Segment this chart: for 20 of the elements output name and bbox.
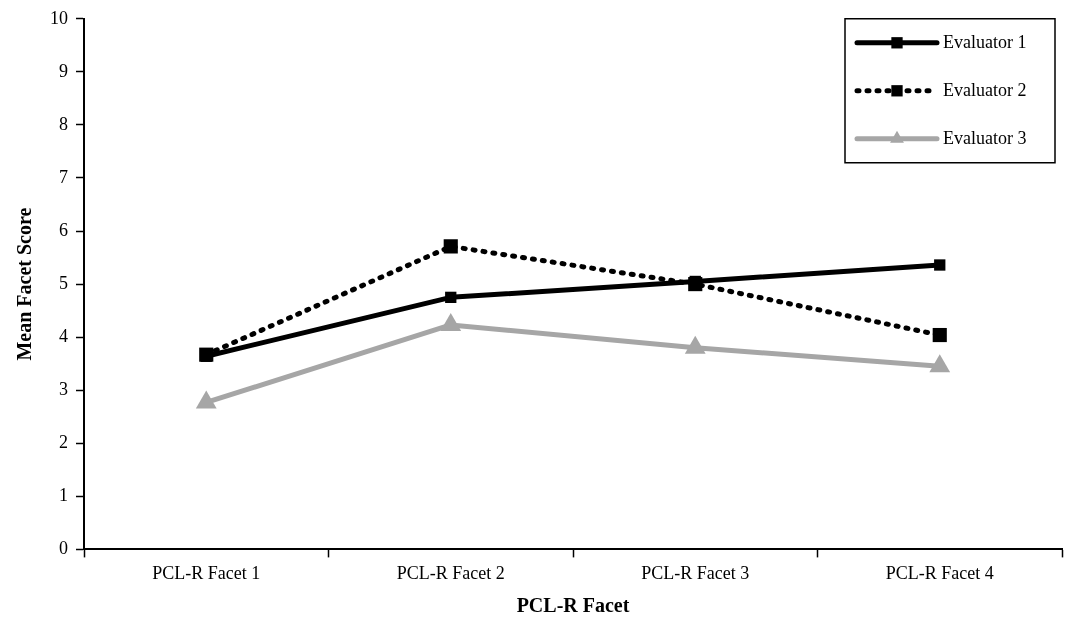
y-tick-label: 9	[59, 60, 68, 81]
x-axis-title: PCL-R Facet	[516, 594, 630, 617]
y-tick-label: 8	[59, 113, 68, 134]
y-tick-label: 10	[50, 7, 68, 28]
y-tick-label: 1	[59, 485, 68, 506]
x-tick-label: PCL-R Facet 2	[396, 562, 505, 583]
legend-label: Evaluator 3	[943, 127, 1027, 148]
legend-label: Evaluator 1	[943, 31, 1027, 52]
y-tick-label: 2	[59, 432, 68, 453]
x-tick-label: PCL-R Facet 3	[641, 562, 750, 583]
x-tick-label: PCL-R Facet 4	[885, 562, 994, 583]
legend-label: Evaluator 2	[943, 79, 1027, 100]
y-tick-label: 4	[59, 325, 68, 346]
y-tick-label: 5	[59, 272, 68, 293]
y-axis-title: Mean Facet Score	[13, 207, 36, 361]
y-tick-label: 3	[59, 378, 68, 399]
y-tick-label: 6	[59, 219, 68, 240]
y-tick-label: 7	[59, 166, 68, 187]
x-tick-label: PCL-R Facet 1	[152, 562, 261, 583]
y-tick-label: 0	[59, 538, 68, 559]
